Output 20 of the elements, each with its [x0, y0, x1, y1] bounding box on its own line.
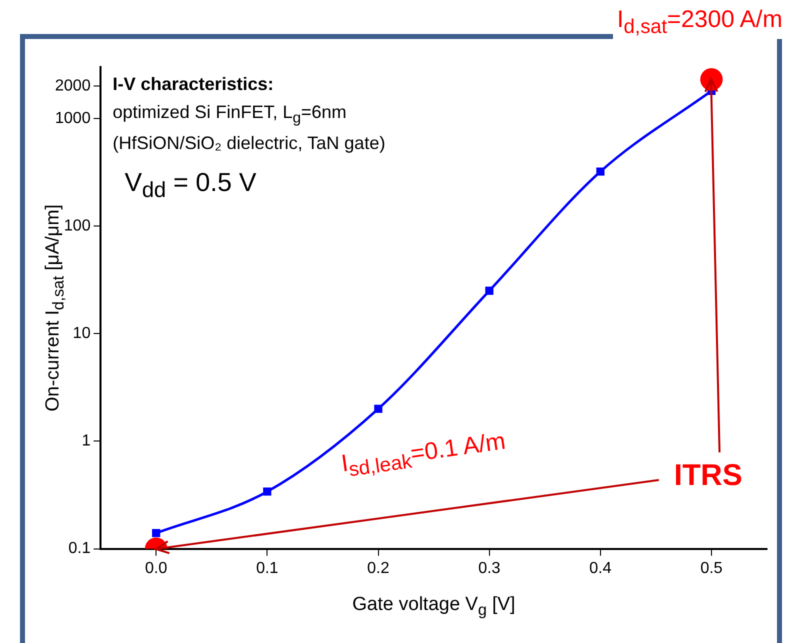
y-tick-label: 100 [64, 217, 91, 234]
y-tick-label: 1 [82, 432, 91, 450]
y-tick-label: 10 [72, 324, 91, 342]
annotation: I$_{sd,leak}$=0.1 A/m [339, 427, 508, 483]
x-tick-label: 0.1 [256, 560, 278, 577]
annotation: (HfSiON/SiO₂ dielectric, TaN gate) [112, 132, 386, 155]
annotation: optimized Si FinFET, L$_{g}$=6nm [112, 100, 348, 128]
text: ITRS [674, 458, 742, 493]
x-tick-label: 0.5 [700, 560, 723, 577]
y-tick-label: 1000 [55, 110, 91, 127]
x-tick-label: 0.4 [589, 560, 612, 577]
text: I$_{d,sat}$=2300 A/m [613, 6, 785, 39]
x-tick-label: 0.0 [145, 560, 168, 577]
y-tick-label: 0.1 [68, 540, 91, 558]
x-tick-label: 0.3 [478, 560, 501, 577]
annotation: V$_{dd}$ = 0.5 V [124, 166, 258, 204]
x-tick-label: 0.2 [367, 560, 390, 577]
x-axis-title: Gate voltage V$_{g}$ [V] [352, 594, 516, 620]
annotation: I-V characteristics: [112, 73, 275, 96]
y-tick-label: 2000 [55, 77, 91, 94]
